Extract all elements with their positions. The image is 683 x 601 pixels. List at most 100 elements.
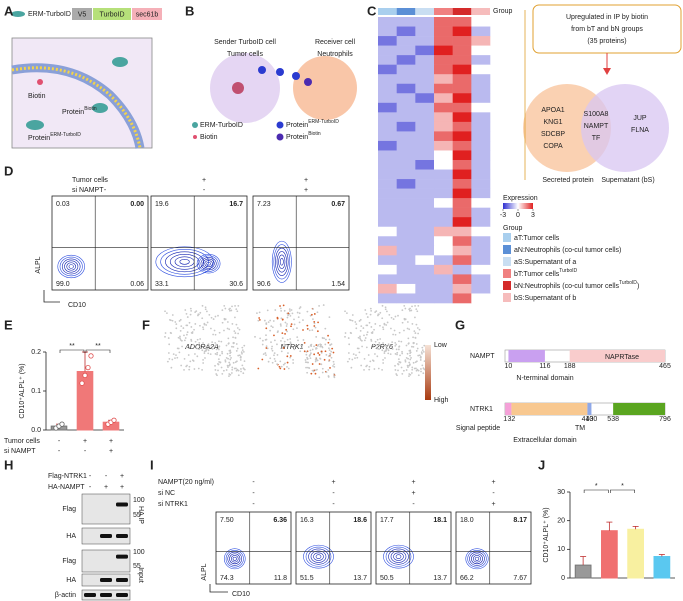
- cell-dot: [186, 324, 189, 327]
- cell-dot: [259, 337, 262, 340]
- cell-dot: [216, 353, 218, 356]
- cell-dot: [175, 354, 177, 357]
- heatmap-cell: [434, 236, 453, 247]
- contour: [395, 554, 402, 559]
- heatmap-cell: [415, 274, 435, 285]
- cell-dot: [293, 323, 296, 326]
- cell-dot: [188, 368, 191, 371]
- cell-dot: [221, 352, 224, 355]
- band: [116, 502, 128, 507]
- cell-dot: [236, 327, 239, 329]
- cell-dot: [382, 342, 384, 344]
- cell-dot: [328, 347, 330, 350]
- band: [116, 534, 128, 538]
- cell-dot: [365, 312, 368, 315]
- cell-dot: [372, 343, 375, 346]
- heatmap-cell: [452, 217, 472, 228]
- heatmap-cell: [415, 150, 435, 161]
- cell-dot: [280, 339, 282, 342]
- cell-dot: [210, 316, 213, 319]
- cell-dot: [241, 349, 244, 352]
- cell-dot: [226, 321, 229, 323]
- superscript: TurboID: [559, 268, 577, 274]
- cell-dot: [379, 324, 381, 327]
- panel-label: C: [367, 3, 377, 18]
- cell-dot: [383, 350, 386, 353]
- cell-dot: [194, 311, 197, 313]
- cell-dot: [228, 373, 231, 375]
- cell-dot: [279, 367, 282, 370]
- cell-dot: [393, 329, 396, 332]
- heatmap-cell: [452, 112, 472, 123]
- cell-dot: [320, 351, 323, 354]
- quadrant-value: 8.17: [513, 517, 527, 524]
- heatmap-cell: [396, 83, 416, 94]
- cell-dot: [285, 325, 288, 327]
- cell-dot: [354, 321, 357, 323]
- cell-dot: [407, 342, 410, 345]
- cell-dot: [332, 360, 335, 363]
- quadrant-value: 0.06: [130, 281, 144, 288]
- cell-dot: [416, 360, 418, 363]
- cell-dot: [391, 341, 394, 344]
- cell-dot: [196, 338, 199, 341]
- cell-dot: [199, 338, 202, 340]
- cell-dot: [362, 327, 365, 329]
- contour: [225, 550, 244, 568]
- cell-dot: [164, 335, 166, 338]
- cell-dot: [265, 347, 268, 349]
- heatmap-cell: [452, 188, 472, 199]
- cell-dot: [373, 328, 375, 331]
- domain-name: NAPRTase: [605, 354, 639, 361]
- cell-dot: [385, 324, 388, 326]
- cell-dot: [258, 311, 261, 314]
- cell-dot: [366, 324, 369, 327]
- cell-dot: [394, 364, 396, 367]
- cell-dot: [237, 369, 240, 372]
- cell-dot: [170, 332, 173, 335]
- band: [100, 578, 112, 582]
- cell-dot: [411, 366, 414, 369]
- label: FLNA: [631, 127, 649, 134]
- blot-label: HA: [66, 533, 76, 540]
- cell-dot: [185, 346, 188, 349]
- cell-dot: [368, 321, 371, 324]
- panel-label: H: [4, 457, 13, 472]
- heatmap-cell: [378, 226, 397, 237]
- group-bar: [415, 8, 434, 15]
- cell-dot: [347, 337, 350, 339]
- heatmap-cell: [434, 74, 453, 85]
- heatmap-cell: [415, 17, 435, 27]
- cell-dot: [387, 349, 390, 352]
- mw-label: 100: [133, 549, 145, 556]
- condition-sign: -: [252, 479, 255, 486]
- cell-dot: [385, 310, 388, 313]
- condition-label: si NTRK1: [158, 501, 188, 508]
- cell-dot: [394, 344, 397, 347]
- legend-text: TurboID: [99, 11, 124, 18]
- cell-dot: [234, 305, 236, 307]
- cell-dot: [270, 341, 272, 344]
- contour: [310, 550, 327, 563]
- cell-dot: [333, 375, 335, 377]
- cell-dot: [303, 341, 306, 344]
- cell-dot: [266, 309, 269, 312]
- contour: [474, 556, 480, 561]
- label: S100A8: [584, 111, 609, 118]
- cell-dot: [364, 337, 367, 339]
- cell-dot: [190, 326, 193, 328]
- cell-dot: [178, 320, 181, 322]
- cell-dot: [395, 348, 398, 351]
- cell-dot: [399, 354, 401, 357]
- cell-dot: [384, 308, 387, 311]
- cell-dot: [308, 367, 311, 369]
- panel-label: B: [185, 3, 194, 18]
- cell-dot: [214, 369, 217, 371]
- cell-dot: [308, 354, 311, 357]
- cell-dot: [421, 352, 423, 355]
- cell-dot: [207, 349, 210, 352]
- heatmap-cell: [396, 121, 416, 132]
- label: Group: [503, 225, 523, 232]
- cell-dot: [389, 353, 392, 355]
- cell-dot: [344, 335, 346, 338]
